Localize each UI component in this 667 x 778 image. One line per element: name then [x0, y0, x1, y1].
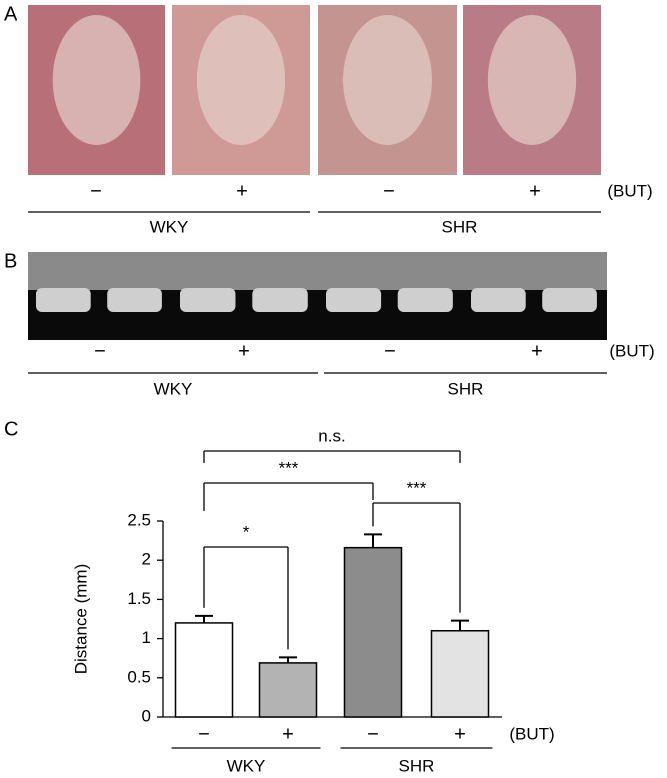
condition-label: − — [94, 340, 106, 362]
significance-label: *** — [279, 458, 299, 477]
bar — [430, 630, 490, 718]
treatment-label: (BUT) — [607, 181, 652, 200]
photo-palate — [52, 15, 141, 145]
photo-palate — [196, 15, 286, 145]
treatment-label: (BUT) — [609, 341, 654, 360]
y-axis-label: Distance (mm) — [71, 564, 90, 675]
photo-tooth — [471, 288, 526, 312]
group-label: WKY — [154, 379, 193, 398]
significance-label: * — [243, 522, 250, 541]
y-tick-label: 0 — [142, 706, 151, 725]
photo-tooth — [36, 288, 91, 312]
y-tick-label: 0.5 — [127, 667, 151, 686]
condition-label: − — [384, 340, 396, 362]
photo-bone — [28, 252, 172, 290]
group-label: WKY — [227, 756, 266, 775]
y-tick-label: 1.5 — [127, 589, 151, 608]
group-label: WKY — [150, 217, 189, 236]
significance-label: n.s. — [318, 426, 345, 445]
photo-palate — [487, 15, 577, 145]
y-tick-label: 1 — [142, 628, 151, 647]
photo-bone — [172, 252, 318, 290]
treatment-label: (BUT) — [509, 724, 554, 743]
condition-label: − — [383, 180, 395, 202]
panel-label: A — [4, 3, 18, 25]
photo-palate — [343, 15, 432, 145]
group-label: SHR — [448, 379, 484, 398]
x-tick-label: + — [454, 723, 466, 745]
photo-tooth — [107, 288, 162, 312]
panel-label: B — [4, 250, 17, 272]
condition-label: + — [236, 180, 248, 202]
bar — [258, 662, 318, 718]
photo-tooth — [326, 288, 382, 312]
group-label: SHR — [442, 217, 478, 236]
photo-tooth — [542, 288, 597, 312]
condition-label: + — [238, 340, 250, 362]
bar — [174, 622, 234, 718]
group-label: SHR — [399, 756, 435, 775]
photo-tooth — [397, 288, 453, 312]
significance-label: *** — [407, 478, 427, 497]
photo-bone — [463, 252, 607, 290]
bar — [343, 546, 403, 718]
photo-tooth — [180, 288, 236, 312]
condition-label: + — [531, 340, 543, 362]
photo-bone — [318, 252, 463, 290]
panel-label: C — [4, 418, 18, 440]
y-tick-label: 2 — [142, 550, 151, 569]
condition-label: + — [529, 180, 541, 202]
x-tick-label: − — [198, 723, 210, 745]
y-tick-label: 2.5 — [127, 510, 151, 529]
photo-tooth — [252, 288, 308, 312]
condition-label: − — [90, 180, 102, 202]
x-tick-label: − — [367, 723, 379, 745]
x-tick-label: + — [282, 723, 294, 745]
